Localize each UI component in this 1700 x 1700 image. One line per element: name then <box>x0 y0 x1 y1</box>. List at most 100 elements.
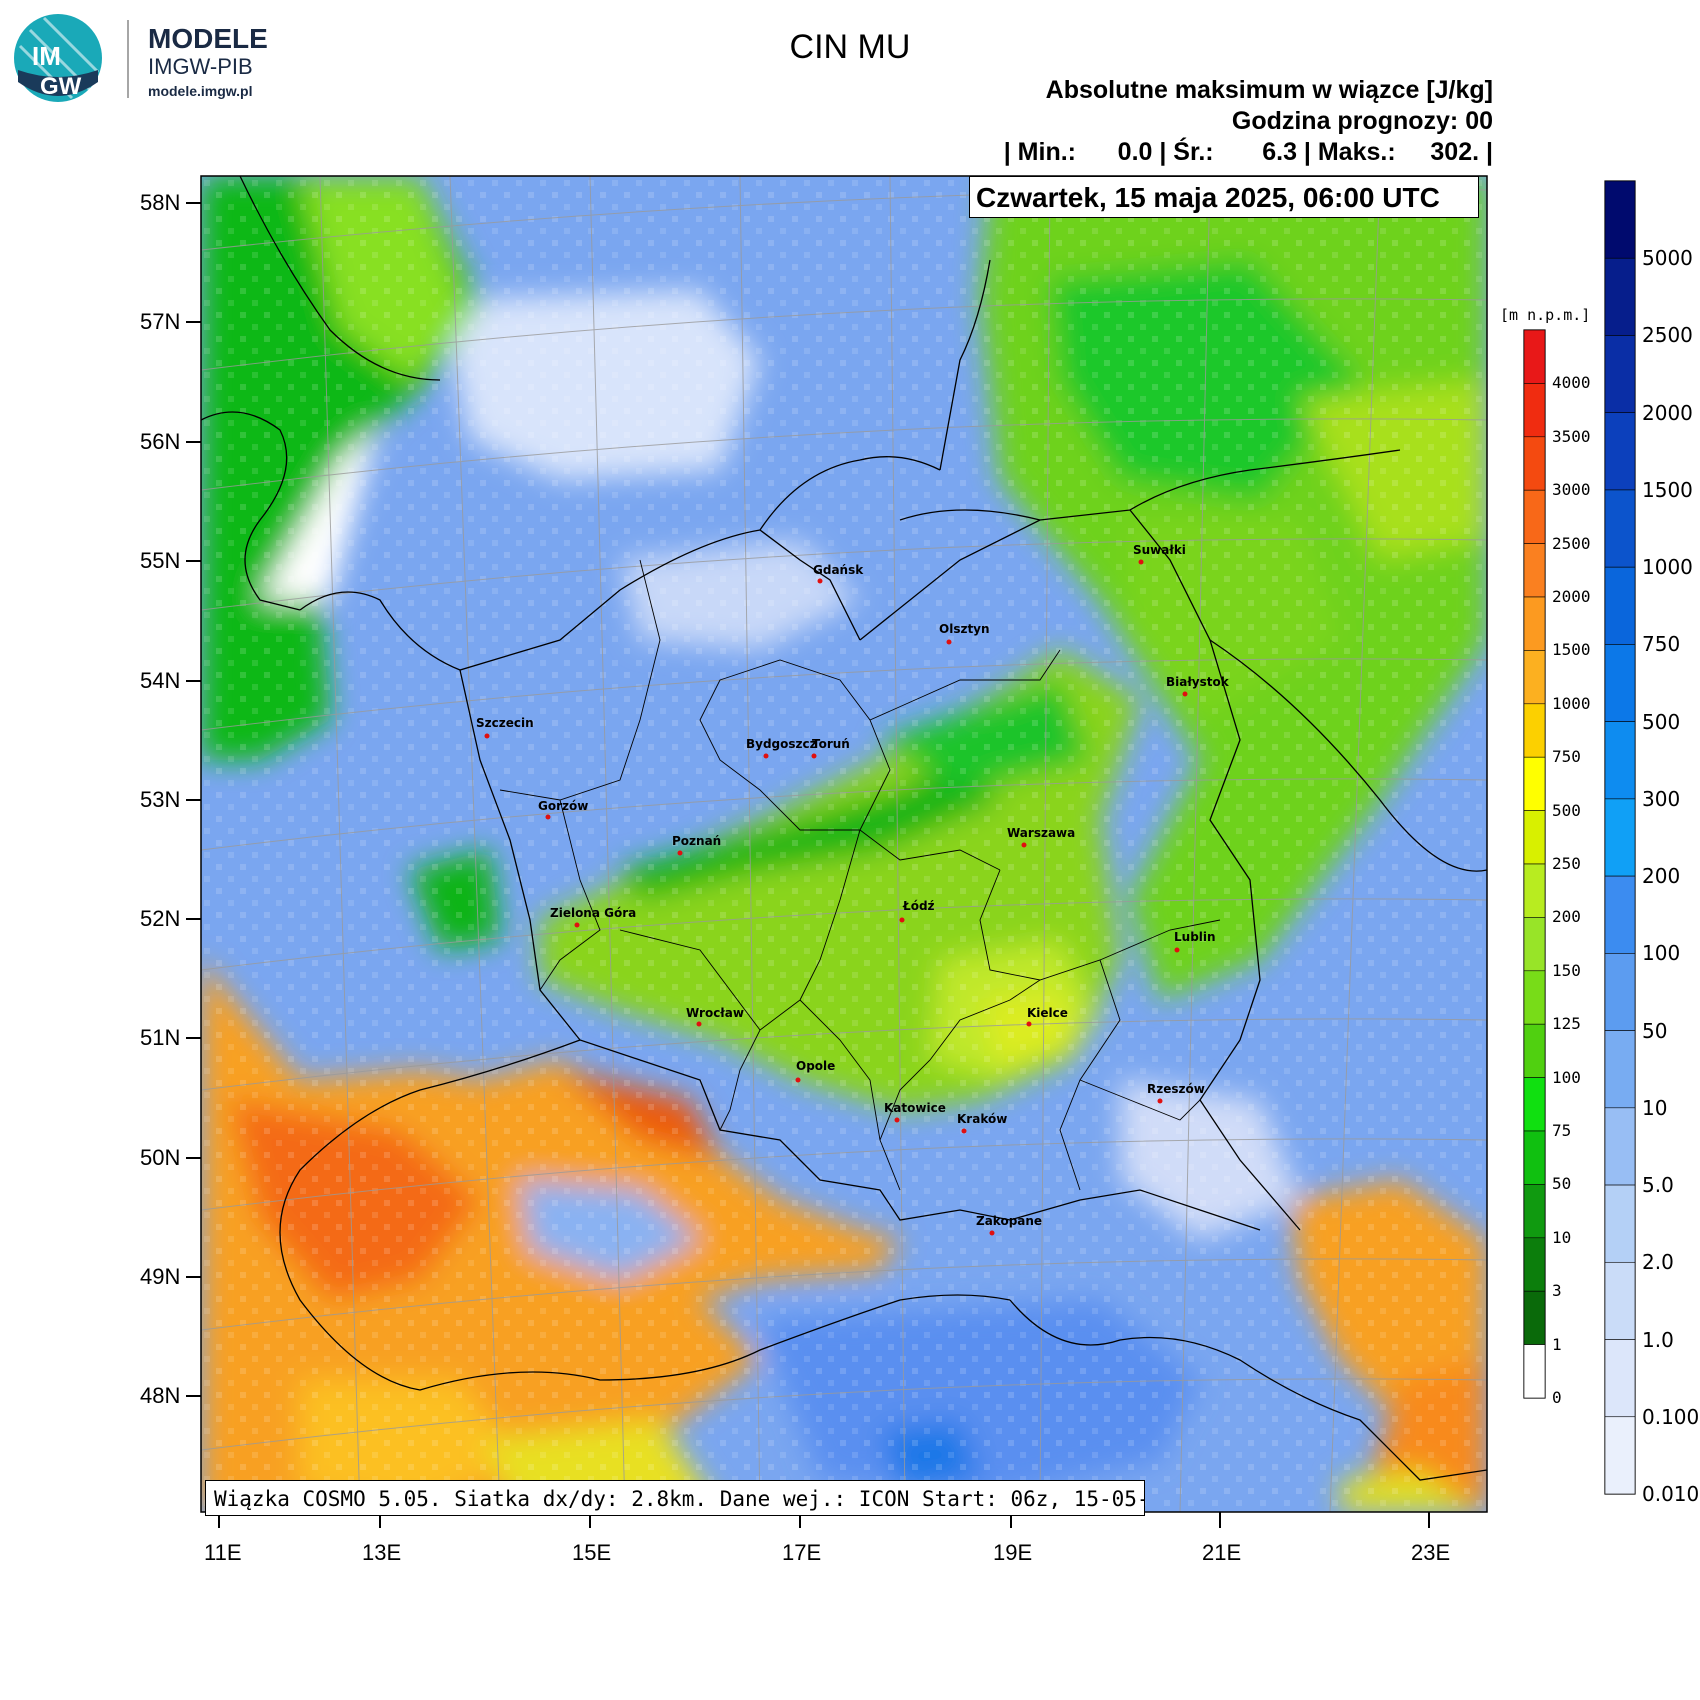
lon-label: 17E <box>782 1540 822 1565</box>
lat-label: 58N <box>140 190 181 215</box>
chart-title: CIN MU <box>789 28 911 66</box>
city-label: Szczecin <box>476 716 534 730</box>
cin-colorbar-cell <box>1604 644 1636 722</box>
chart-subtitle: Absolutne maksimum w wiązce [J/kg] <box>1045 76 1493 104</box>
elevation-colorbar-cell <box>1523 970 1546 1025</box>
city-label: Olsztyn <box>939 622 990 636</box>
cin-colorbar-label: 0.100 <box>1642 1404 1700 1429</box>
cin-colorbar-label: 0.010 <box>1642 1482 1700 1506</box>
cin-colorbar-cell <box>1604 566 1636 645</box>
cin-colorbar-cell <box>1604 1030 1636 1109</box>
elevation-colorbar-cell <box>1523 756 1546 811</box>
city-label: Łódź <box>903 899 935 913</box>
elevation-colorbar-label: 3000 <box>1552 480 1591 500</box>
elevation-colorbar-label: 500 <box>1552 800 1581 820</box>
lat-label: 51N <box>140 1025 181 1050</box>
elevation-colorbar-label: 100 <box>1552 1067 1581 1087</box>
lon-label: 23E <box>1411 1540 1451 1565</box>
city-label: Opole <box>796 1059 836 1073</box>
elevation-colorbar-cell <box>1523 1237 1546 1292</box>
elevation-colorbar-label: 200 <box>1552 907 1581 927</box>
city-label: Rzeszów <box>1147 1082 1205 1096</box>
cin-colorbar-cell <box>1604 1261 1636 1340</box>
elevation-colorbar-cell <box>1523 703 1546 758</box>
lat-label: 49N <box>140 1264 181 1289</box>
city-label: Kielce <box>1027 1006 1068 1020</box>
city-label: Lublin <box>1174 930 1216 944</box>
elevation-colorbar-cell <box>1523 917 1546 972</box>
logo-org: IMGW-PIB <box>148 54 253 79</box>
city-label: Katowice <box>884 1101 946 1115</box>
lat-label: 48N <box>140 1383 181 1408</box>
cin-colorbar-label: 300 <box>1642 786 1681 811</box>
lat-label: 50N <box>140 1145 181 1170</box>
lat-label: 56N <box>140 429 181 454</box>
lat-label: 54N <box>140 668 181 693</box>
logo-brand: MODELE <box>148 23 268 54</box>
cin-colorbar-cell <box>1604 1416 1636 1495</box>
city-label: Toruń <box>812 737 850 751</box>
city-label: Wrocław <box>686 1006 744 1020</box>
imgw-logo: IM GW MODELE IMGW-PIB modele.imgw.pl <box>10 10 310 110</box>
region-borders <box>499 559 1221 1191</box>
cin-colorbar-label: 1.0 <box>1642 1327 1674 1352</box>
city-label: Warszawa <box>1007 826 1076 840</box>
elevation-colorbar-cell <box>1523 383 1546 438</box>
lat-label: 52N <box>140 906 181 931</box>
lat-label: 57N <box>140 309 181 334</box>
cin-colorbar-cell <box>1604 489 1636 568</box>
logo-badge-bottom: GW <box>40 73 82 100</box>
elevation-colorbar-cell <box>1523 1184 1546 1239</box>
cin-field <box>201 176 1487 1512</box>
lon-label: 15E <box>572 1540 612 1565</box>
city-label: Białystok <box>1166 675 1229 689</box>
forecast-hour: Godzina prognozy: 00 <box>1231 107 1493 135</box>
elevation-colorbar-cell <box>1523 1023 1546 1078</box>
cin-colorbar-cell <box>1604 1184 1636 1263</box>
city-label: Gdańsk <box>813 563 864 577</box>
elevation-colorbar-label: 2500 <box>1552 533 1591 553</box>
city-label: Zielona Góra <box>550 906 637 920</box>
lat-label: 55N <box>140 548 181 573</box>
elevation-colorbar-label: 1500 <box>1552 640 1591 660</box>
cin-colorbar-cell <box>1604 1107 1636 1186</box>
elevation-colorbar-label: 10 <box>1552 1227 1572 1247</box>
cin-colorbar-label: 5.0 <box>1642 1173 1674 1198</box>
cin-colorbar-cell <box>1604 798 1636 877</box>
elevation-colorbar-cell <box>1523 436 1546 491</box>
cin-colorbar-label: 750 <box>1642 632 1681 657</box>
cin-colorbar-label: 2.0 <box>1642 1250 1674 1275</box>
model-info: Wiązka COSMO 5.05. Siatka dx/dy: 2.8km. … <box>205 1480 1145 1516</box>
elevation-colorbar-cell <box>1523 1077 1546 1132</box>
city-label: Bydgoszcz <box>746 737 817 751</box>
city-label: Suwałki <box>1133 543 1186 557</box>
lon-label: 11E <box>204 1540 242 1565</box>
city-label: Gorzów <box>538 799 589 813</box>
city-label: Kraków <box>957 1112 1008 1126</box>
elevation-colorbar-label: 0 <box>1552 1388 1562 1407</box>
city-markers <box>484 559 1188 1236</box>
elevation-colorbar-label: 4000 <box>1552 373 1591 393</box>
lat-ticks <box>186 202 201 1397</box>
cin-colorbar-cell <box>1604 412 1636 491</box>
elevation-colorbar-label: 750 <box>1552 747 1581 767</box>
cin-colorbar-label: 1500 <box>1642 477 1693 502</box>
elevation-colorbar-label: 75 <box>1552 1121 1572 1140</box>
valid-date: Czwartek, 15 maja 2025, 06:00 UTC <box>969 176 1479 218</box>
cin-colorbar-label: 2000 <box>1642 400 1693 425</box>
stats-line: | Min.: 0.0 | Śr.: 6.3 | Maks.: 302. | <box>1003 138 1493 166</box>
city-label: Zakopane <box>976 1214 1043 1228</box>
cin-colorbar-label: 50 <box>1642 1018 1668 1043</box>
cin-colorbar-label: 2500 <box>1642 323 1693 348</box>
cin-colorbar <box>1604 180 1636 1495</box>
cin-colorbar-cell <box>1604 721 1636 800</box>
elevation-colorbar-label: 3500 <box>1552 426 1591 446</box>
elevation-colorbar-label: 50 <box>1552 1174 1572 1194</box>
lat-label: 53N <box>140 787 181 812</box>
elevation-colorbar-label: 1 <box>1552 1334 1562 1354</box>
lon-label: 13E <box>362 1540 402 1565</box>
elevation-colorbar-label: 250 <box>1552 854 1581 873</box>
lon-label: 21E <box>1202 1540 1242 1565</box>
cin-colorbar-cell <box>1604 875 1636 954</box>
elevation-colorbar-cell <box>1523 810 1546 865</box>
